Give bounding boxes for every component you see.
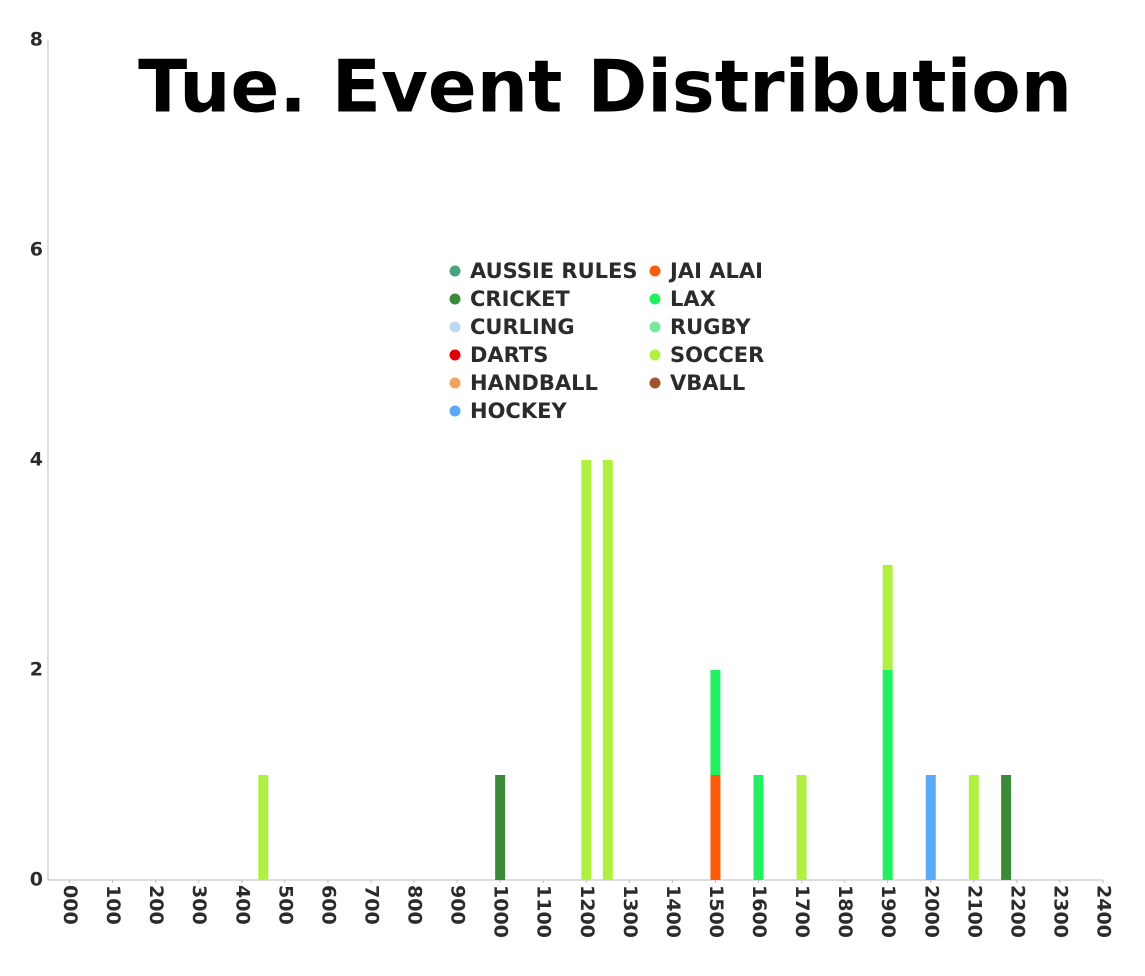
- legend-marker: [449, 377, 461, 389]
- legend-marker: [449, 321, 461, 333]
- chart-title: Tue. Event Distribution: [138, 45, 1072, 129]
- x-tick-label: 600: [317, 885, 339, 925]
- x-tick-label: 900: [447, 885, 469, 925]
- x-tick-label: 2200: [1006, 885, 1028, 938]
- legend-marker: [449, 405, 461, 417]
- legend-marker: [649, 349, 661, 361]
- bar-segment: [796, 775, 807, 880]
- x-tick-label: 1000: [490, 885, 512, 938]
- legend-label: LAX: [670, 287, 716, 311]
- x-tick-label: 1200: [576, 885, 598, 938]
- legend-marker: [449, 349, 461, 361]
- bar-segment: [258, 775, 269, 880]
- x-tick-label: 1800: [834, 885, 856, 938]
- x-tick-label: 1500: [705, 885, 727, 938]
- legend-marker: [649, 265, 661, 277]
- y-tick-label: 2: [30, 659, 43, 681]
- y-tick-label: 4: [30, 449, 43, 471]
- legend-label: HOCKEY: [470, 399, 567, 423]
- x-tick-label: 1700: [791, 885, 813, 938]
- bar-segment: [925, 775, 936, 880]
- x-tick-label: 1100: [533, 885, 555, 938]
- x-tick-label: 1300: [619, 885, 641, 938]
- legend-marker: [649, 321, 661, 333]
- legend-label: JAI ALAI: [668, 259, 763, 283]
- legend-marker: [449, 293, 461, 305]
- legend-label: CRICKET: [470, 287, 570, 311]
- x-tick-label: 2400: [1093, 885, 1115, 938]
- x-tick-label: 500: [274, 885, 296, 925]
- legend-label: VBALL: [670, 371, 745, 395]
- x-tick-label: 1400: [662, 885, 684, 938]
- y-tick-label: 8: [30, 29, 43, 51]
- y-tick-label: 0: [30, 869, 43, 891]
- bar-segment: [882, 565, 893, 670]
- legend-label: HANDBALL: [470, 371, 598, 395]
- x-tick-label: 200: [145, 885, 167, 925]
- legend-label: RUGBY: [670, 315, 751, 339]
- legend-marker: [449, 265, 461, 277]
- bar-segment: [495, 775, 506, 880]
- x-tick-label: 800: [404, 885, 426, 925]
- x-tick-label: 300: [188, 885, 210, 925]
- x-tick-label: 400: [231, 885, 253, 925]
- x-tick-label: 2300: [1049, 885, 1071, 938]
- x-tick-label: 700: [360, 885, 382, 925]
- bar-segment: [710, 670, 721, 775]
- legend-label: AUSSIE RULES: [470, 259, 638, 283]
- bar-segment: [968, 775, 979, 880]
- bar-segment: [882, 670, 893, 880]
- bar-segment: [710, 775, 721, 880]
- legend-marker: [649, 377, 661, 389]
- bar-segment: [753, 775, 764, 880]
- legend-label: CURLING: [470, 315, 575, 339]
- legend-label: DARTS: [470, 343, 548, 367]
- x-tick-label: 100: [102, 885, 124, 925]
- x-tick-label: 000: [59, 885, 81, 925]
- legend-marker: [649, 293, 661, 305]
- x-tick-label: 2000: [920, 885, 942, 938]
- y-tick-label: 6: [30, 239, 43, 261]
- legend-label: SOCCER: [670, 343, 764, 367]
- bar-segment: [602, 460, 613, 880]
- bar-segment: [1001, 775, 1012, 880]
- x-tick-label: 1600: [748, 885, 770, 938]
- x-tick-label: 1900: [877, 885, 899, 938]
- x-tick-label: 2100: [963, 885, 985, 938]
- bar-segment: [581, 460, 592, 880]
